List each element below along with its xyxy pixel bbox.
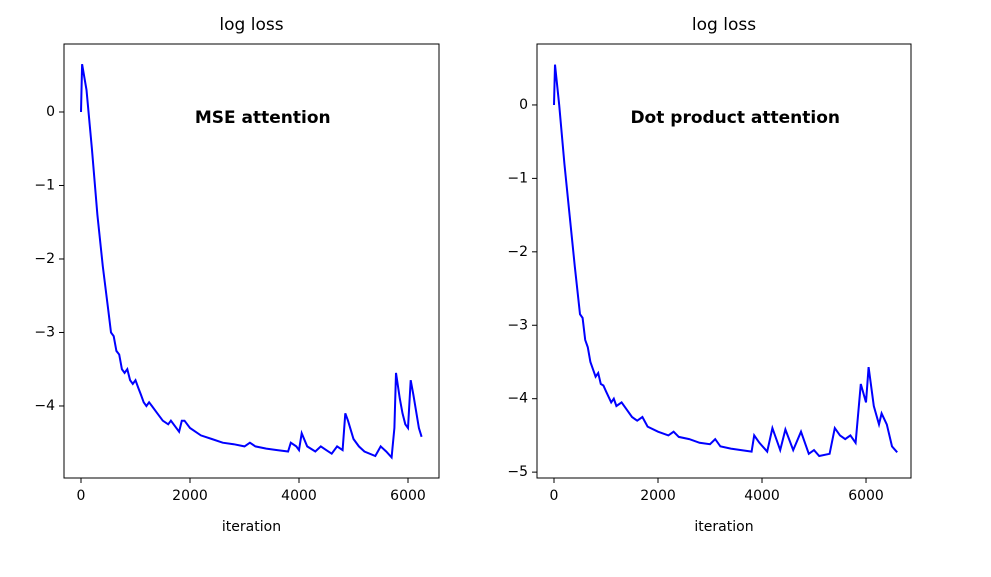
loss-line: [80, 64, 423, 460]
loss-line: [553, 64, 898, 458]
x-tick-label: 4000: [281, 488, 317, 504]
chart-title: log loss: [692, 15, 756, 35]
y-tick-label: −5: [507, 464, 528, 480]
axes-frame: [536, 43, 912, 479]
annotation: Dot product attention: [630, 108, 840, 128]
y-tick-label: −4: [507, 391, 528, 407]
axes-frame: [63, 43, 440, 479]
y-tick-label: −3: [507, 317, 528, 333]
y-tick-label: −2: [507, 244, 528, 260]
y-tick-label: −3: [34, 324, 55, 340]
x-tick-label: 0: [77, 488, 86, 504]
annotation: MSE attention: [195, 108, 331, 128]
y-tick-label: 0: [519, 97, 528, 113]
y-tick-label: −1: [34, 177, 55, 193]
x-tick-label: 2000: [172, 488, 208, 504]
x-axis-label: iteration: [222, 519, 281, 535]
y-tick-label: −4: [34, 398, 55, 414]
x-tick-label: 6000: [390, 488, 426, 504]
x-tick-label: 0: [550, 488, 559, 504]
x-axis-label: iteration: [694, 519, 753, 535]
x-tick-label: 6000: [848, 488, 884, 504]
y-tick-label: −2: [34, 251, 55, 267]
chart-title: log loss: [219, 15, 283, 35]
y-tick-label: 0: [46, 104, 55, 120]
y-tick-label: −1: [507, 170, 528, 186]
x-tick-label: 4000: [744, 488, 780, 504]
x-tick-label: 2000: [640, 488, 676, 504]
